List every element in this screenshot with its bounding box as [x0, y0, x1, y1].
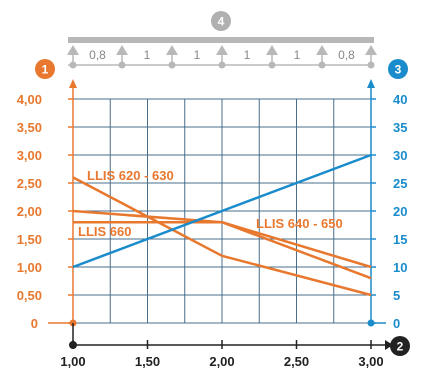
right-tick-label: 5	[393, 288, 400, 303]
left-axis-badge-circle	[35, 59, 55, 79]
series-name-label: LLIS 640 - 650	[256, 216, 343, 231]
support-triangle	[365, 45, 377, 55]
left-tick-label: 3,00	[17, 148, 42, 163]
support-node	[118, 61, 126, 69]
series-name-label: LLIS 620 - 630	[87, 168, 174, 183]
series-labels: LLIS 620 - 630 LLIS 660 LLIS 640 - 650	[78, 168, 343, 239]
beam-segment-label: 1	[244, 48, 251, 62]
right-tick-label: 15	[393, 232, 407, 247]
x-tick-label: 3,00	[358, 354, 383, 369]
support-node	[367, 61, 375, 69]
series-line	[72, 176, 372, 297]
axes	[48, 79, 393, 350]
x-tick-label: 1,00	[60, 354, 85, 369]
support-triangle	[67, 45, 79, 55]
series-line	[73, 220, 372, 269]
beam-segment-label: 1	[144, 48, 151, 62]
beam-segment-label: 1	[294, 48, 301, 62]
x-tick-label: 2,00	[209, 354, 234, 369]
beam-bar	[68, 37, 374, 43]
left-tick-label: 4,00	[17, 92, 42, 107]
beam-badge-number: 4	[218, 15, 225, 29]
support-node	[318, 61, 326, 69]
right-tick-label: 30	[393, 148, 407, 163]
series-line	[72, 153, 372, 269]
series-lines	[72, 153, 372, 297]
support-node	[69, 61, 77, 69]
right-tick-label: 20	[393, 204, 407, 219]
right-axis-badge-number: 3	[395, 63, 402, 77]
beam-segment-label: 0,8	[338, 48, 355, 62]
right-tick-label: 25	[393, 176, 407, 191]
left-tick-label: 2,50	[17, 176, 42, 191]
series-name-label: LLIS 660	[78, 224, 131, 239]
support-node	[268, 61, 276, 69]
x-tick-label: 2,50	[284, 354, 309, 369]
right-tick-label: 0	[393, 316, 400, 331]
support-triangle	[266, 45, 278, 55]
support-triangle	[216, 45, 228, 55]
left-tick-label: 1,50	[17, 232, 42, 247]
left-tick-label: 3,50	[17, 120, 42, 135]
left-tick-label: 0,50	[17, 288, 42, 303]
beam-segment-label: 1	[194, 48, 201, 62]
support-triangle	[116, 45, 128, 55]
x-axis-badge-circle	[390, 336, 410, 356]
left-tick-label: 2,00	[17, 204, 42, 219]
beam-segment-label: 0,8	[89, 48, 106, 62]
right-tick-label: 10	[393, 260, 407, 275]
right-axis-arrow	[367, 79, 375, 88]
beam-diagram: 0,8 1 1 1 1 0,8	[67, 37, 377, 69]
x-axis-arrow	[385, 340, 393, 350]
right-axis-badge-circle	[388, 59, 408, 79]
right-tick-label: 40	[393, 92, 407, 107]
axis-badges: 1 3 2 4	[35, 11, 410, 356]
x-axis-badge-number: 2	[397, 340, 404, 354]
x-tick-label: 1,50	[135, 354, 160, 369]
right-zero-dot	[367, 319, 375, 327]
support-triangle	[166, 45, 178, 55]
support-triangle	[316, 45, 328, 55]
tick-labels: 0 0,50 1,00 1,50 2,00 2,50 3,00 3,50 4,00 0 5 10 15 2…	[17, 92, 408, 369]
support-node	[168, 61, 176, 69]
left-tick-label: 1,00	[17, 260, 42, 275]
beam-badge-circle	[211, 11, 231, 31]
left-axis-arrow	[69, 79, 77, 88]
right-tick-label: 35	[393, 120, 407, 135]
left-tick-label: 0	[31, 316, 38, 331]
support-node	[218, 61, 226, 69]
left-axis-badge-number: 1	[42, 63, 49, 77]
